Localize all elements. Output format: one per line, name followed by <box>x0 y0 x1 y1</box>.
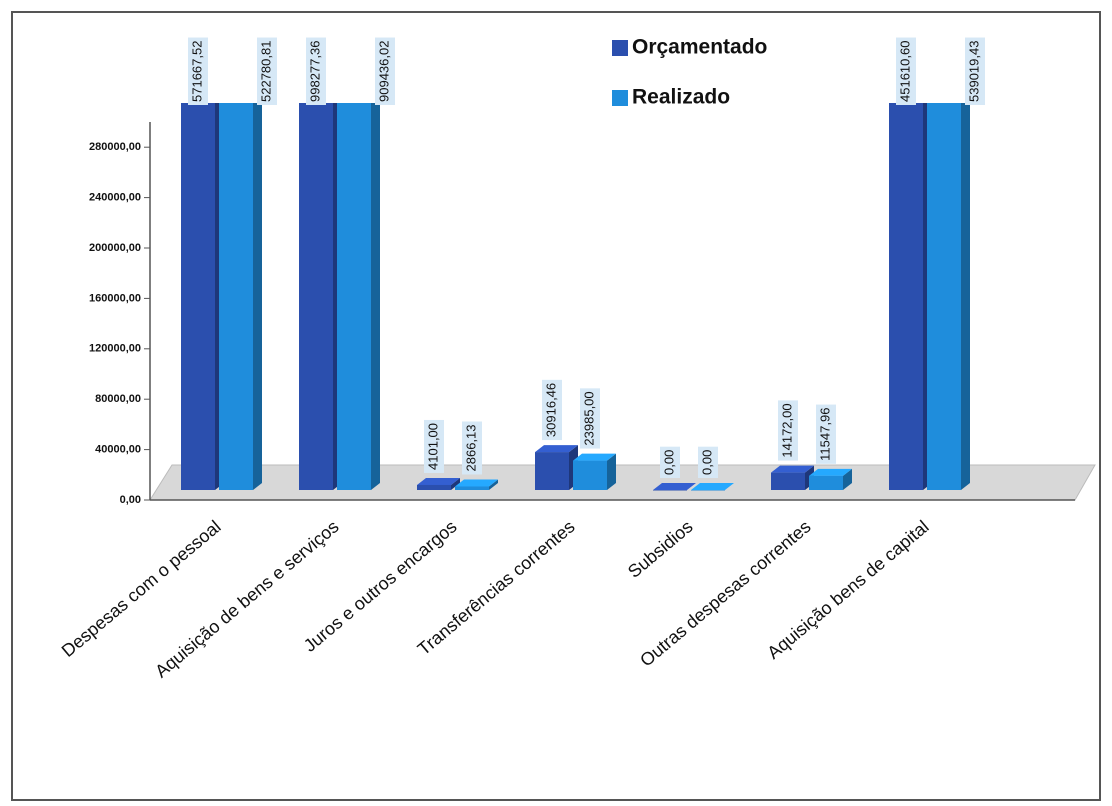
value-label: 451610,60 <box>896 37 916 105</box>
value-label: 23985,00 <box>580 388 600 449</box>
bar-top <box>573 453 616 461</box>
legend-label: Realizado <box>632 86 730 109</box>
value-label-bg <box>424 419 444 473</box>
value-label: 998277,36 <box>306 37 326 105</box>
legend-swatch <box>612 40 628 56</box>
bar <box>417 484 451 490</box>
bar <box>535 452 569 490</box>
value-label-bg <box>257 37 277 105</box>
value-label-text: 451610,60 <box>897 41 912 102</box>
value-label-bg <box>306 37 326 105</box>
bar <box>219 103 253 490</box>
bar <box>771 472 805 490</box>
value-label-bg <box>778 400 798 461</box>
value-label: 11547,96 <box>816 404 836 464</box>
y-tick-label: 80000,00 <box>95 393 141 405</box>
value-label: 2866,13 <box>462 421 482 475</box>
y-tick-label: 0,00 <box>120 494 141 506</box>
y-tick-label: 200000,00 <box>89 242 141 254</box>
bar <box>573 460 607 490</box>
value-label-bg <box>375 37 395 105</box>
value-label-bg <box>965 37 985 105</box>
bar <box>181 103 215 490</box>
y-tick-label: 240000,00 <box>89 192 141 204</box>
value-label-bg <box>542 379 562 441</box>
value-label-bg <box>660 446 680 478</box>
bar-side <box>607 453 616 490</box>
value-label: 4101,00 <box>424 419 444 473</box>
value-label-text: 4101,00 <box>425 423 440 470</box>
y-tick-label: 40000,00 <box>95 444 141 456</box>
value-label-text: 909436,02 <box>376 41 391 102</box>
bar <box>691 490 725 491</box>
bar-top <box>653 483 696 490</box>
value-label-text: 11547,96 <box>817 408 832 461</box>
value-label-bg <box>580 388 600 449</box>
bar-side <box>843 468 852 490</box>
legend-swatch <box>612 90 628 106</box>
bar-top <box>455 479 498 487</box>
bars <box>181 103 970 491</box>
bar <box>337 103 371 490</box>
value-label-text: 30916,46 <box>543 383 558 437</box>
bar-side <box>961 103 970 490</box>
bar <box>809 475 843 490</box>
value-label-bg <box>462 421 482 475</box>
bar-top <box>535 445 578 453</box>
value-label: 909436,02 <box>375 37 395 105</box>
value-label-text: 14172,00 <box>779 403 794 457</box>
value-label: 30916,46 <box>542 379 562 441</box>
value-label-text: 23985,00 <box>581 391 596 445</box>
bar-side <box>371 103 380 490</box>
y-tick-label: 280000,00 <box>89 141 141 153</box>
y-tick-label: 160000,00 <box>89 292 141 304</box>
bar <box>927 103 961 490</box>
bar-side <box>489 479 498 490</box>
y-tick-label: 120000,00 <box>89 343 141 355</box>
legend-label: Orçamentado <box>632 36 767 59</box>
bar <box>889 103 923 490</box>
bar-top <box>809 468 852 476</box>
bar-side <box>253 103 262 490</box>
bar-top <box>771 465 814 473</box>
bar-top <box>691 483 734 490</box>
value-label-bg <box>188 37 208 105</box>
value-label-text: 539019,43 <box>966 41 981 102</box>
value-label-text: 0,00 <box>699 450 714 475</box>
value-label: 0,00 <box>698 446 718 478</box>
value-label: 14172,00 <box>778 400 798 461</box>
value-label-bg <box>816 404 836 464</box>
value-label-bg <box>896 37 916 105</box>
bar-top <box>417 477 460 485</box>
value-label-text: 998277,36 <box>307 41 322 102</box>
value-label: 522780,81 <box>257 37 277 105</box>
bar <box>455 486 489 490</box>
value-label-bg <box>698 446 718 478</box>
bar-side <box>451 477 460 490</box>
value-label: 571667,52 <box>188 37 208 105</box>
bar <box>653 490 687 491</box>
bar <box>299 103 333 490</box>
value-label-text: 2866,13 <box>463 424 478 471</box>
value-label-text: 571667,52 <box>189 41 204 102</box>
value-label: 0,00 <box>660 446 680 478</box>
value-label: 539019,43 <box>965 37 985 105</box>
value-label-text: 522780,81 <box>258 41 273 102</box>
value-label-text: 0,00 <box>661 450 676 475</box>
